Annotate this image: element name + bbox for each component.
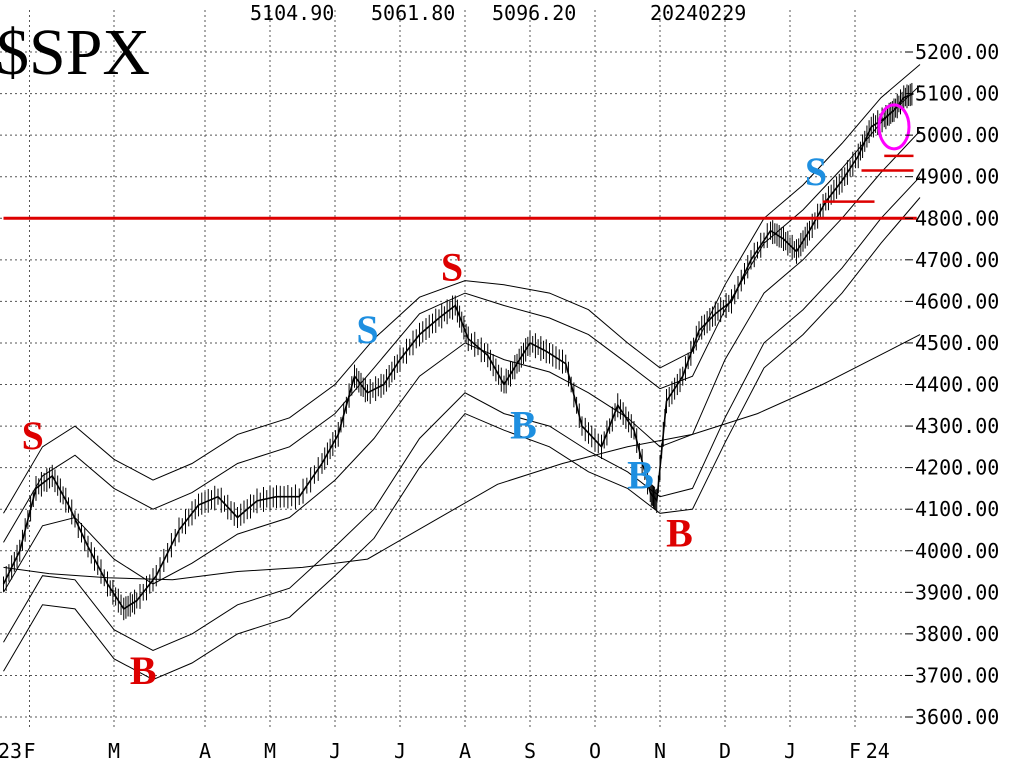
y-tick-label: 5000.00: [915, 123, 999, 147]
y-tick-label: 4300.00: [915, 414, 999, 438]
y-tick-label: 4500.00: [915, 331, 999, 355]
y-tick-label: 3800.00: [915, 622, 999, 646]
x-tick-label: J: [329, 739, 341, 763]
series-line-4: [3, 64, 921, 514]
y-tick-label: 5200.00: [915, 40, 999, 64]
series-line-6: [3, 197, 921, 681]
header-close: 5096.20: [492, 1, 576, 25]
reference-lines: [3, 154, 917, 220]
signal-label: S: [22, 413, 44, 458]
x-tick-label: A: [459, 739, 471, 763]
signal-label: B: [130, 648, 157, 693]
grid: [0, 10, 905, 730]
signal-label: B: [627, 452, 654, 497]
x-tick-label: F: [23, 739, 35, 763]
highlight-group: [877, 103, 911, 151]
series-line-1: [3, 334, 921, 581]
header-high: 5104.90: [250, 1, 334, 25]
chart-title: $SPX: [0, 16, 150, 89]
header-date: 20240229: [650, 1, 746, 25]
series-group: [2, 64, 921, 681]
y-tick-label: 4700.00: [915, 248, 999, 272]
x-tick-label: J: [784, 739, 796, 763]
signal-label: B: [666, 511, 693, 556]
series-line-5: [3, 176, 921, 652]
x-tick-label: A: [199, 739, 211, 763]
series-line-2: [3, 130, 921, 593]
signal-label: S: [441, 245, 463, 290]
series-line-0: [2, 92, 914, 610]
signal-label: B: [510, 403, 537, 448]
y-tick-label: 4400.00: [915, 373, 999, 397]
x-tick-label: 24: [866, 739, 890, 763]
y-tick-label: 5100.00: [915, 82, 999, 106]
signal-label: S: [356, 307, 378, 352]
x-axis-ticks: 23 F M A M J J A S O N D J F 24: [0, 739, 890, 763]
y-tick-label: 3700.00: [915, 663, 999, 687]
y-tick-label: 4000.00: [915, 539, 999, 563]
x-tick-label: 23: [0, 739, 22, 763]
x-tick-label: M: [108, 739, 120, 763]
y-axis-ticks: 5200.00 5100.00 5000.00 4900.00 4800.00 4700.…: [905, 40, 999, 729]
signal-label: S: [805, 149, 827, 194]
header-low: 5061.80: [371, 1, 455, 25]
x-tick-label: O: [589, 739, 601, 763]
y-tick-label: 4200.00: [915, 456, 999, 480]
y-tick-label: 4100.00: [915, 497, 999, 521]
x-tick-label: N: [654, 739, 666, 763]
x-tick-label: M: [264, 739, 276, 763]
y-tick-label: 4900.00: [915, 165, 999, 189]
x-tick-label: S: [524, 739, 536, 763]
y-tick-label: 4600.00: [915, 289, 999, 313]
x-tick-label: F: [849, 739, 861, 763]
y-tick-label: 3600.00: [915, 705, 999, 729]
x-tick-label: D: [719, 739, 731, 763]
y-tick-label: 4800.00: [915, 206, 999, 230]
y-tick-label: 3900.00: [915, 580, 999, 604]
highlight-circle: [877, 103, 911, 151]
x-tick-label: J: [394, 739, 406, 763]
